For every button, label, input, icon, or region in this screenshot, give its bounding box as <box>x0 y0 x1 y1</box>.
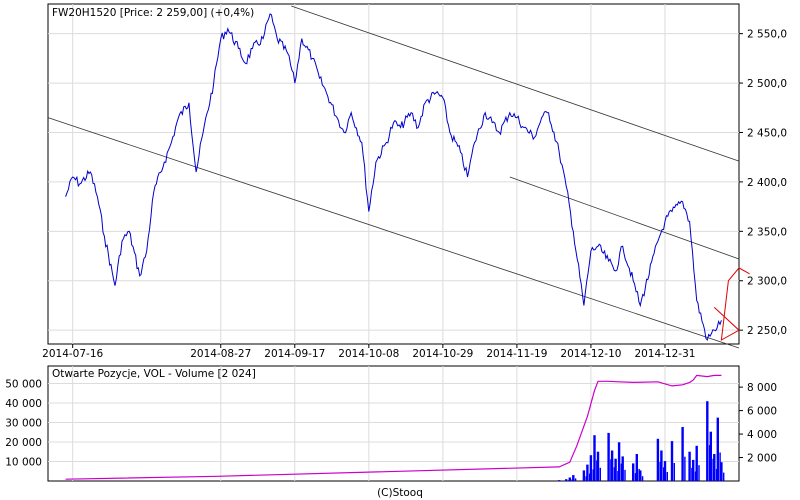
price-x-tick-label: 2014-11-19 <box>486 348 547 360</box>
volume-bar <box>691 467 693 481</box>
volume-bar <box>673 463 675 481</box>
price-y-tick-label: 2 500,0 <box>747 78 787 90</box>
price-x-tick-label: 2014-09-17 <box>264 348 325 360</box>
volume-panel: 10 000 20 000 30 000 40 000 50 000 2 000 4 00… <box>5 365 777 482</box>
volume-bar <box>681 427 684 481</box>
volume-bar <box>684 456 686 481</box>
trend-line <box>291 5 740 162</box>
volume-bar <box>692 459 695 481</box>
volume-left-tick-label: 20 000 <box>5 437 42 449</box>
volume-bar <box>610 450 614 481</box>
price-panel: 2 250,0 2 300,0 2 350,0 2 400,0 2 450,0 2 500… <box>42 3 787 360</box>
trend-lines <box>47 5 740 349</box>
volume-bar <box>641 476 644 481</box>
price-line <box>65 13 722 342</box>
price-x-tick-label: 2014-10-08 <box>338 348 399 360</box>
volume-bar <box>592 469 594 481</box>
volume-bar <box>663 467 665 481</box>
volume-right-tick-label: 8 000 <box>747 382 777 394</box>
price-y-axis: 2 250,0 2 300,0 2 350,0 2 400,0 2 450,0 2 500… <box>739 29 787 337</box>
copyright-footer: (C)Stooq <box>377 487 423 499</box>
volume-bar <box>698 465 700 481</box>
volume-bar <box>586 464 589 481</box>
volume-left-tick-label: 10 000 <box>5 457 42 469</box>
volume-bar <box>614 458 617 481</box>
volume-bar <box>634 473 637 481</box>
price-x-tick-label: 2014-12-31 <box>634 348 695 360</box>
volume-bar <box>660 450 663 481</box>
price-x-tick-label: 2014-12-10 <box>560 348 621 360</box>
price-y-tick-label: 2 550,0 <box>747 29 787 41</box>
volume-bar <box>558 480 561 481</box>
volume-bar <box>670 441 674 481</box>
price-x-tick-label: 2014-08-27 <box>190 348 251 360</box>
volume-bar <box>593 435 596 481</box>
trend-line <box>47 117 740 349</box>
volume-left-tick-label: 50 000 <box>5 379 42 391</box>
volume-bar <box>617 442 621 481</box>
volume-left-tick-label: 40 000 <box>5 398 42 410</box>
volume-bar <box>639 470 642 481</box>
volume-bars <box>558 401 725 481</box>
volume-bar <box>574 478 577 481</box>
volume-chart-title: Otwarte Pozycje, VOL - Volume [2 024] <box>52 368 256 380</box>
price-plot-frame <box>47 3 740 345</box>
volume-bar <box>716 417 719 481</box>
volume-bar <box>632 463 635 481</box>
volume-bar <box>620 463 623 481</box>
volume-bar <box>621 456 624 481</box>
price-chart-title: FW20H1520 [Price: 2 259,00] (+0,4%) <box>52 7 254 19</box>
volume-bar <box>568 477 571 481</box>
trend-line <box>509 176 740 260</box>
volume-right-tick-label: 4 000 <box>747 429 777 441</box>
volume-bar <box>713 454 716 481</box>
volume-bar <box>656 438 660 481</box>
volume-right-tick-label: 2 000 <box>747 453 777 465</box>
volume-bar <box>589 455 593 481</box>
projection-path <box>713 267 750 341</box>
volume-gridlines <box>48 366 739 481</box>
volume-bar <box>706 401 709 481</box>
price-x-tick-label: 2014-10-29 <box>412 348 473 360</box>
price-y-tick-label: 2 300,0 <box>747 276 787 288</box>
volume-bar <box>666 472 668 481</box>
volume-bar <box>565 479 568 481</box>
price-x-tick-label: 2014-07-16 <box>42 348 103 360</box>
price-gridlines <box>48 4 739 344</box>
price-y-tick-label: 2 250,0 <box>747 325 787 337</box>
volume-left-tick-label: 30 000 <box>5 418 42 430</box>
volume-bar <box>709 431 712 481</box>
price-y-tick-label: 2 350,0 <box>747 226 787 238</box>
volume-bar <box>596 451 600 481</box>
volume-left-axis: 10 000 20 000 30 000 40 000 50 000 <box>5 379 42 469</box>
open-interest-line <box>65 374 722 480</box>
volume-bar <box>723 472 725 481</box>
price-series <box>65 13 722 342</box>
price-y-tick-label: 2 450,0 <box>747 127 787 139</box>
volume-bar <box>599 467 601 481</box>
volume-right-axis: 2 000 4 000 6 000 8 000 <box>739 382 777 465</box>
volume-bar <box>688 451 691 481</box>
price-projection <box>713 267 750 341</box>
volume-right-tick-label: 6 000 <box>747 406 777 418</box>
price-x-axis: 2014-07-16 2014-08-27 2014-09-17 2014-10-08… <box>42 344 695 360</box>
volume-bar <box>624 469 626 481</box>
volume-bar <box>719 452 721 481</box>
volume-bar <box>720 462 723 481</box>
price-y-tick-label: 2 400,0 <box>747 177 787 189</box>
volume-bar <box>572 475 575 481</box>
volume-bar <box>582 470 586 481</box>
open-interest-series <box>65 374 722 480</box>
volume-bar <box>695 445 698 481</box>
volume-bar <box>635 454 638 481</box>
volume-bar <box>607 432 610 481</box>
volume-bar <box>663 461 667 481</box>
